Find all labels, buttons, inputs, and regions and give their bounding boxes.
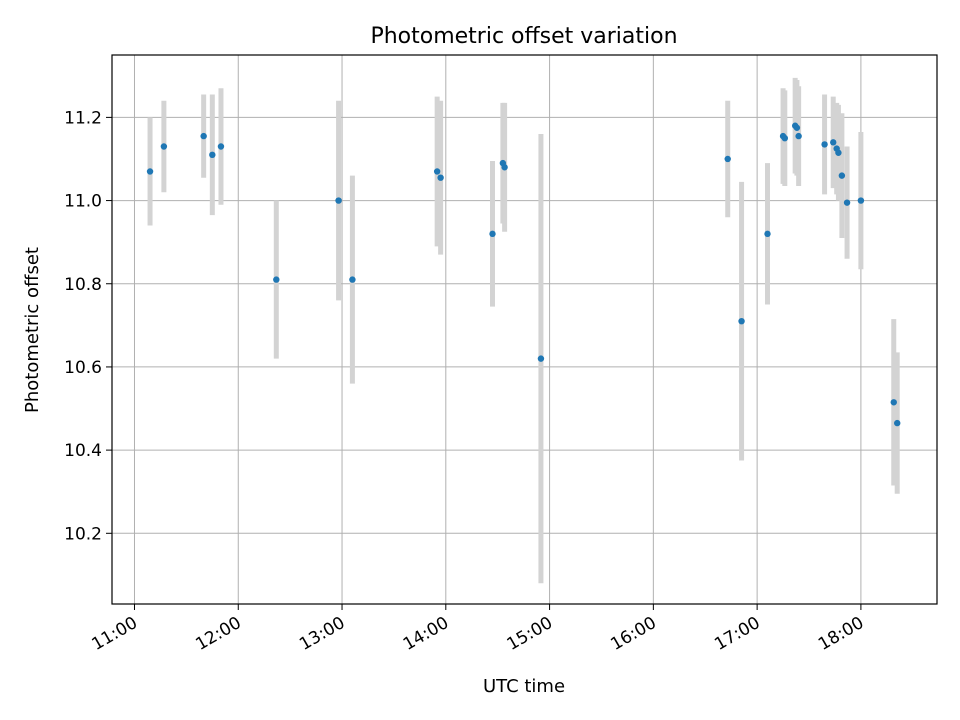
data-point — [795, 132, 802, 140]
data-point — [724, 155, 731, 163]
data-point — [160, 143, 168, 150]
chart-title: Photometric offset variation — [370, 24, 677, 49]
data-point — [433, 168, 441, 175]
y-axis-label: Photometric offset — [22, 247, 43, 413]
data-point — [335, 197, 342, 204]
data-point — [843, 199, 851, 206]
data-point — [835, 149, 842, 156]
plot-frame — [111, 54, 938, 605]
data-point — [217, 143, 225, 150]
data-point — [764, 230, 771, 238]
data-point — [501, 164, 508, 171]
data-point — [537, 355, 545, 362]
y-tick-label: 10.6 — [64, 358, 102, 378]
data-point — [894, 419, 901, 427]
y-tick-label: 11.0 — [64, 192, 102, 212]
data-point — [857, 197, 865, 204]
data-point — [838, 172, 846, 179]
data-point — [437, 174, 444, 181]
y-axis-ticks: 10.2 10.4 10.6 10.8 11.0 11.2 — [64, 108, 112, 544]
data-point — [890, 399, 897, 406]
y-tick-label: 10.4 — [64, 441, 102, 461]
data-point — [793, 124, 801, 131]
data-point — [830, 139, 837, 146]
data-point — [821, 141, 828, 148]
data-point — [349, 276, 356, 283]
x-axis-label: UTC time — [483, 676, 565, 697]
data-points — [146, 122, 901, 427]
data-point — [781, 134, 788, 142]
data-point — [146, 168, 154, 175]
y-tick-label: 10.8 — [64, 275, 102, 295]
data-point — [273, 276, 280, 283]
y-tick-label: 10.2 — [64, 524, 102, 544]
data-point — [200, 132, 207, 140]
data-point — [489, 230, 496, 238]
data-point — [209, 151, 216, 159]
y-tick-label: 11.2 — [64, 108, 102, 128]
data-point — [738, 317, 745, 325]
